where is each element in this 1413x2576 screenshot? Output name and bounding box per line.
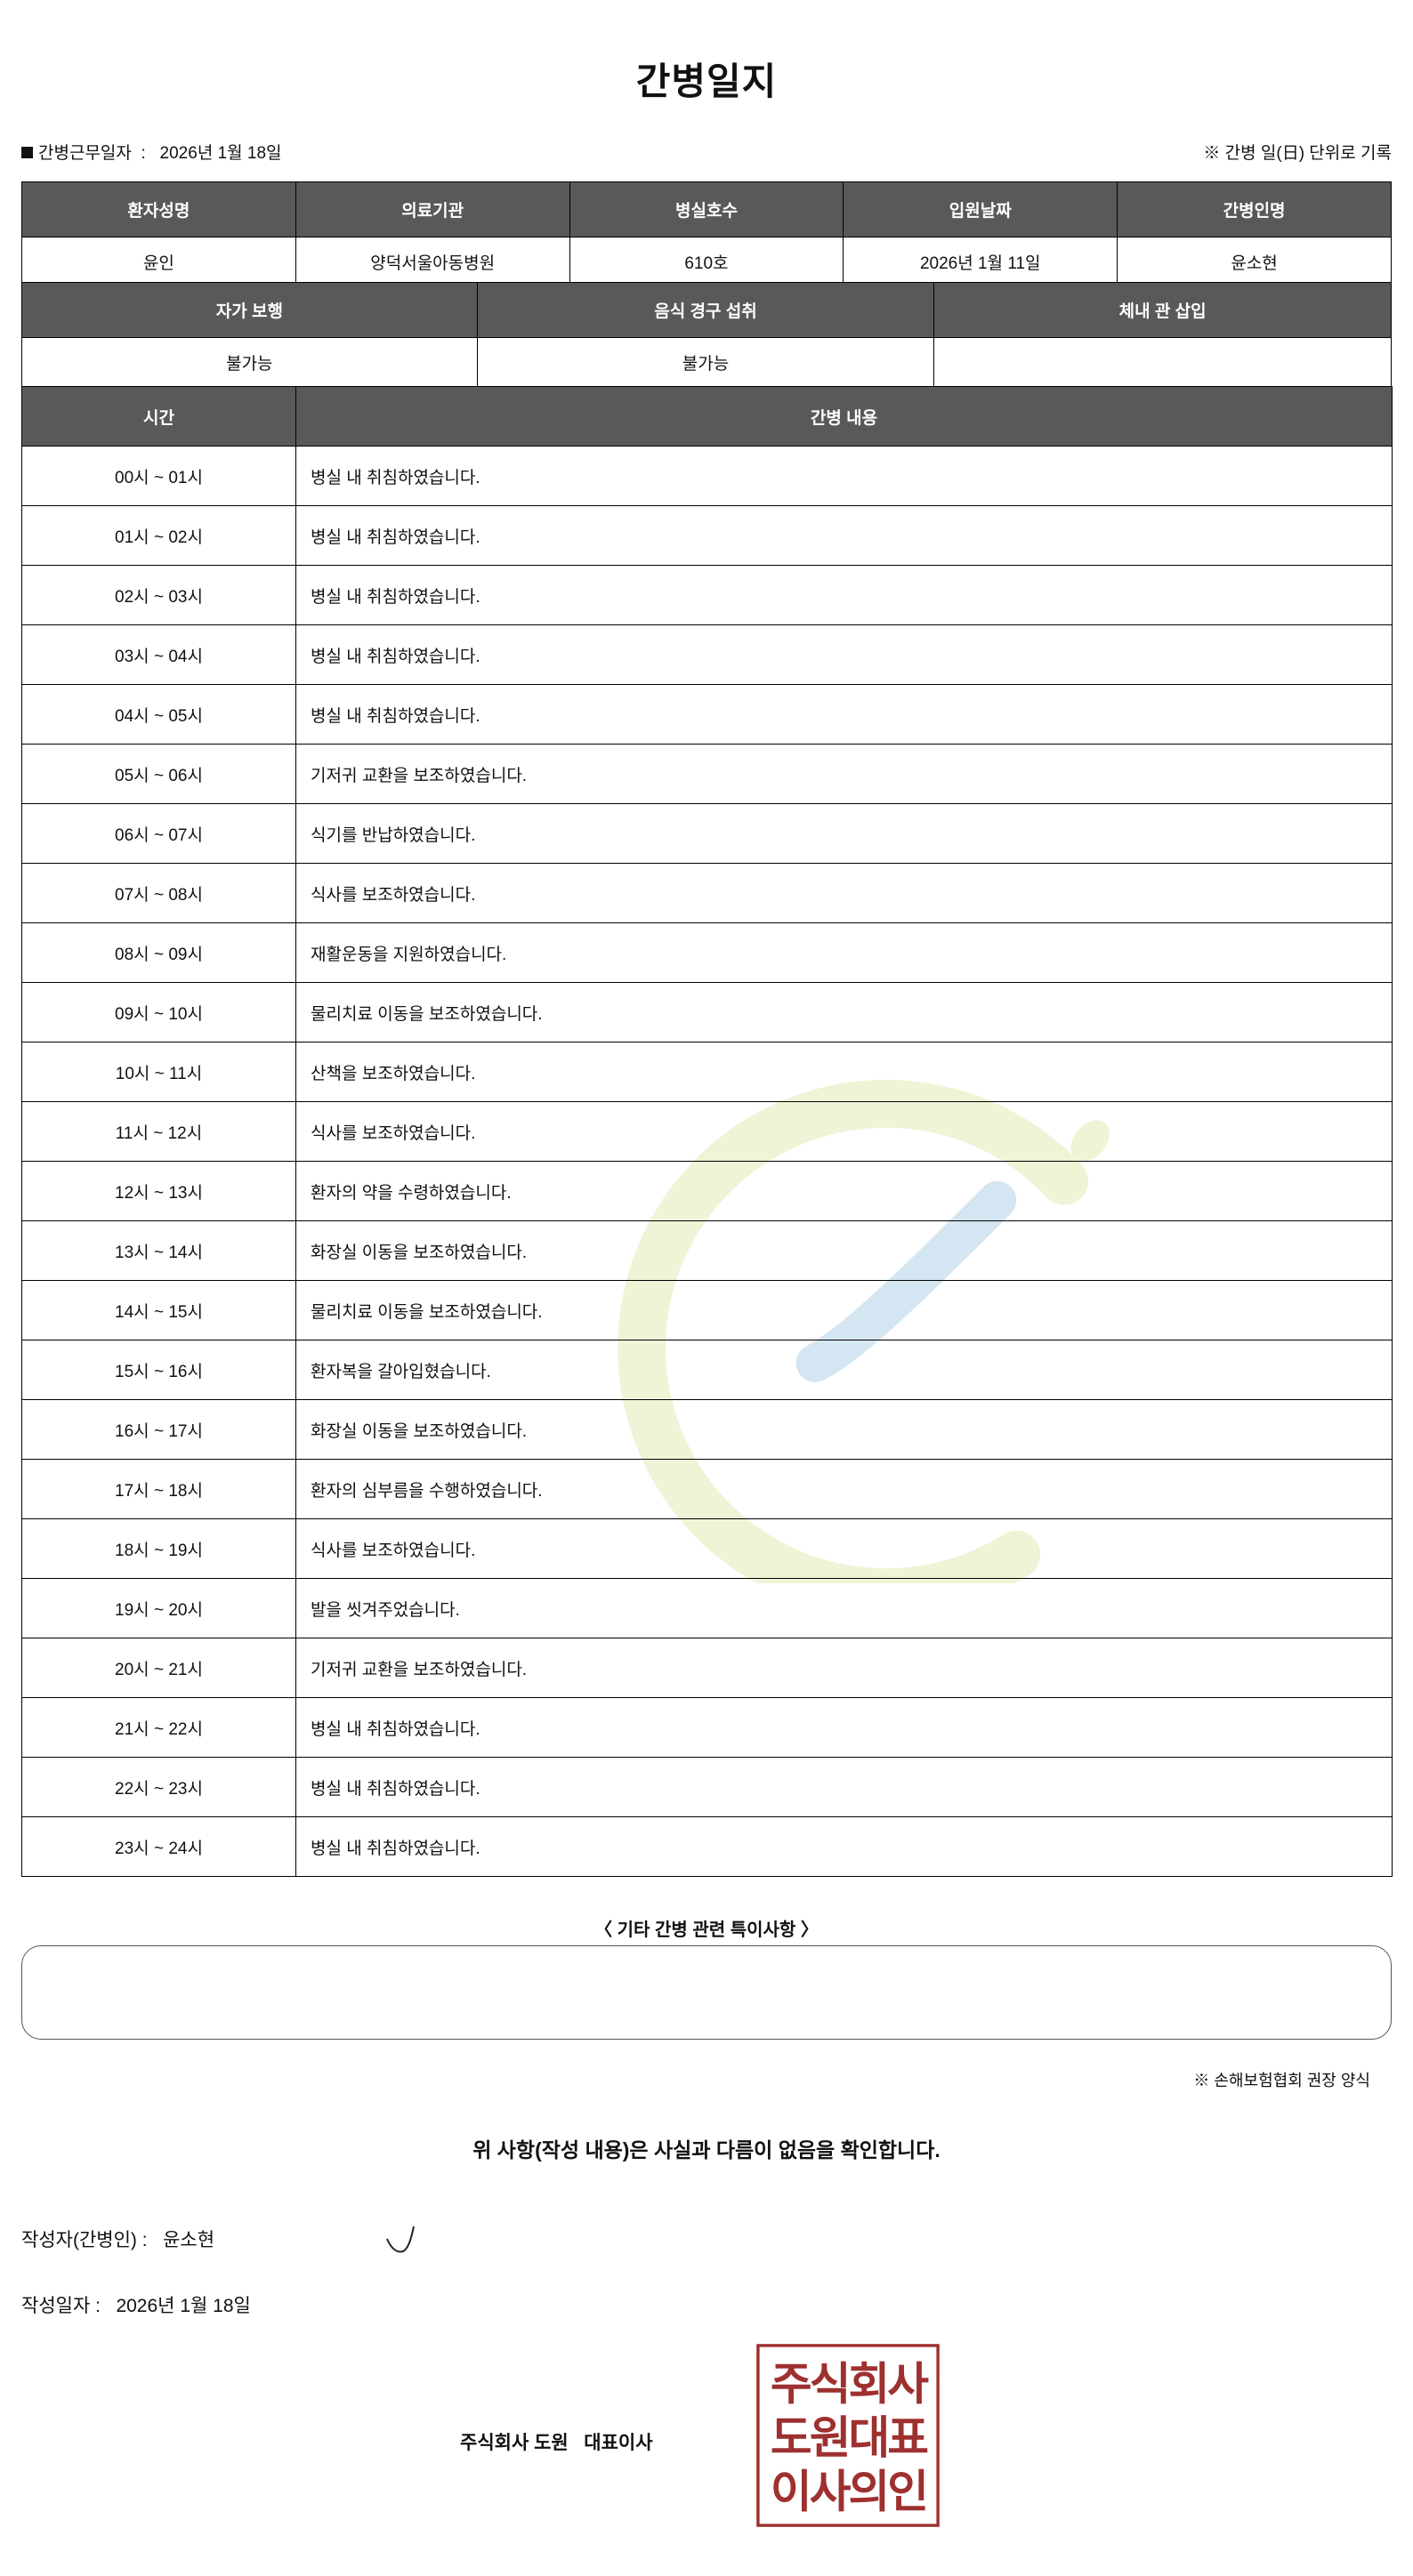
svg-text:도원대표: 도원대표 xyxy=(771,2412,927,2463)
svg-text:이사의인: 이사의인 xyxy=(771,2467,926,2517)
svg-text:주식회사: 주식회사 xyxy=(771,2358,929,2409)
